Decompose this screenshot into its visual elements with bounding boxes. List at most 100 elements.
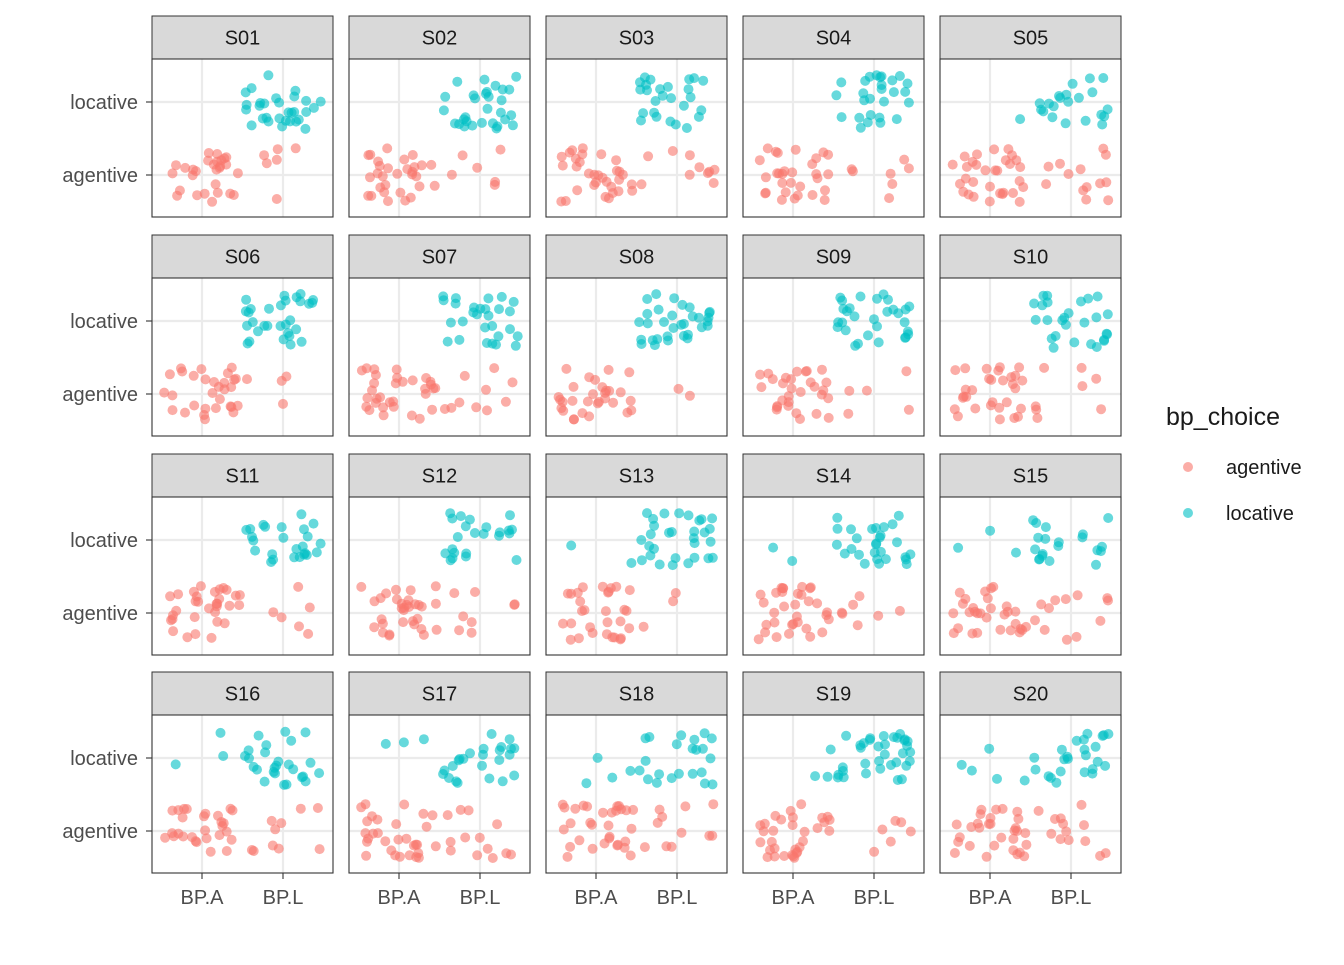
data-point-locative — [682, 333, 693, 344]
data-point-locative — [248, 535, 259, 546]
data-point-agentive — [980, 165, 991, 176]
data-point-locative — [671, 739, 682, 750]
data-point-agentive — [996, 832, 1007, 843]
data-point-agentive — [558, 405, 569, 416]
data-point-locative — [512, 331, 523, 342]
data-point-locative — [683, 84, 694, 95]
data-point-agentive — [843, 408, 854, 419]
data-point-agentive — [224, 600, 235, 611]
data-point-agentive — [903, 404, 914, 415]
data-point-locative — [636, 555, 647, 566]
data-point-agentive — [369, 622, 380, 633]
data-point-agentive — [168, 626, 179, 637]
data-point-locative — [1028, 515, 1039, 526]
data-point-agentive — [593, 170, 604, 181]
data-point-agentive — [836, 607, 847, 618]
data-point-locative — [871, 538, 882, 549]
data-point-locative — [642, 508, 652, 519]
facet-strip-label: S12 — [422, 466, 458, 488]
data-point-agentive — [615, 387, 626, 398]
x-axis-tick-label: BP.A — [772, 887, 816, 909]
facet-strip-label: S11 — [225, 466, 259, 488]
data-point-locative — [651, 289, 662, 300]
data-point-agentive — [391, 364, 402, 375]
data-point-agentive — [377, 171, 388, 182]
data-point-locative — [900, 86, 911, 97]
data-point-agentive — [573, 633, 584, 644]
data-point-locative — [883, 294, 893, 305]
data-point-agentive — [207, 388, 218, 398]
facet-strip-label: S04 — [816, 28, 852, 50]
data-point-locative — [985, 525, 996, 536]
data-point-locative — [863, 330, 873, 341]
data-point-agentive — [558, 824, 569, 835]
data-point-agentive — [754, 155, 765, 166]
data-point-agentive — [1003, 144, 1014, 155]
data-point-locative — [304, 298, 314, 309]
data-point-locative — [566, 540, 577, 551]
data-point-agentive — [199, 188, 210, 199]
data-point-agentive — [985, 813, 996, 823]
data-point-agentive — [903, 163, 914, 174]
data-point-locative — [267, 549, 278, 560]
data-point-agentive — [190, 629, 201, 640]
data-point-agentive — [1033, 805, 1044, 816]
data-point-locative — [447, 513, 458, 524]
data-point-locative — [510, 340, 521, 351]
data-point-agentive — [981, 363, 992, 374]
data-point-agentive — [380, 836, 391, 847]
data-point-agentive — [370, 370, 381, 380]
data-point-agentive — [600, 606, 611, 617]
data-point-locative — [1051, 777, 1062, 788]
data-point-locative — [676, 730, 687, 741]
data-point-agentive — [772, 401, 783, 412]
data-point-locative — [966, 765, 977, 776]
data-point-locative — [315, 538, 326, 549]
data-point-agentive — [495, 144, 506, 155]
data-point-agentive — [218, 583, 229, 593]
data-point-agentive — [455, 804, 466, 815]
data-point-agentive — [509, 599, 520, 610]
data-point-agentive — [704, 166, 715, 177]
facet-strip — [742, 453, 925, 498]
data-point-agentive — [205, 846, 216, 857]
data-point-locative — [874, 756, 885, 766]
data-point-locative — [264, 303, 274, 314]
data-point-locative — [846, 524, 856, 535]
data-point-agentive — [574, 157, 585, 168]
data-point-agentive — [566, 618, 577, 629]
data-point-locative — [452, 532, 463, 542]
data-point-agentive — [1071, 631, 1082, 642]
data-point-agentive — [430, 598, 441, 609]
data-point-locative — [1063, 308, 1074, 319]
data-point-agentive — [784, 628, 794, 639]
data-point-agentive — [823, 169, 834, 180]
data-point-locative — [478, 528, 489, 539]
data-point-agentive — [611, 581, 622, 592]
data-point-agentive — [1050, 814, 1060, 824]
data-point-agentive — [203, 155, 214, 166]
data-point-agentive — [171, 160, 181, 171]
data-point-locative — [286, 735, 297, 746]
data-point-agentive — [994, 402, 1005, 413]
data-point-agentive — [304, 602, 315, 613]
legend-label-agentive: agentive — [1226, 457, 1302, 479]
data-point-agentive — [173, 589, 184, 600]
data-point-locative — [507, 120, 518, 131]
data-point-agentive — [409, 162, 420, 173]
data-point-agentive — [506, 849, 516, 860]
data-point-agentive — [1061, 634, 1072, 645]
data-point-agentive — [416, 624, 427, 634]
data-point-locative — [900, 552, 911, 563]
data-point-locative — [684, 302, 695, 313]
data-point-locative — [308, 518, 319, 529]
data-point-agentive — [668, 596, 679, 607]
data-point-agentive — [460, 832, 471, 843]
data-point-agentive — [303, 628, 314, 639]
data-point-agentive — [680, 801, 691, 812]
facet-strip — [939, 234, 1122, 279]
data-point-locative — [445, 317, 456, 328]
data-point-agentive — [823, 393, 834, 404]
data-point-agentive — [589, 180, 600, 190]
data-point-agentive — [1060, 594, 1071, 605]
